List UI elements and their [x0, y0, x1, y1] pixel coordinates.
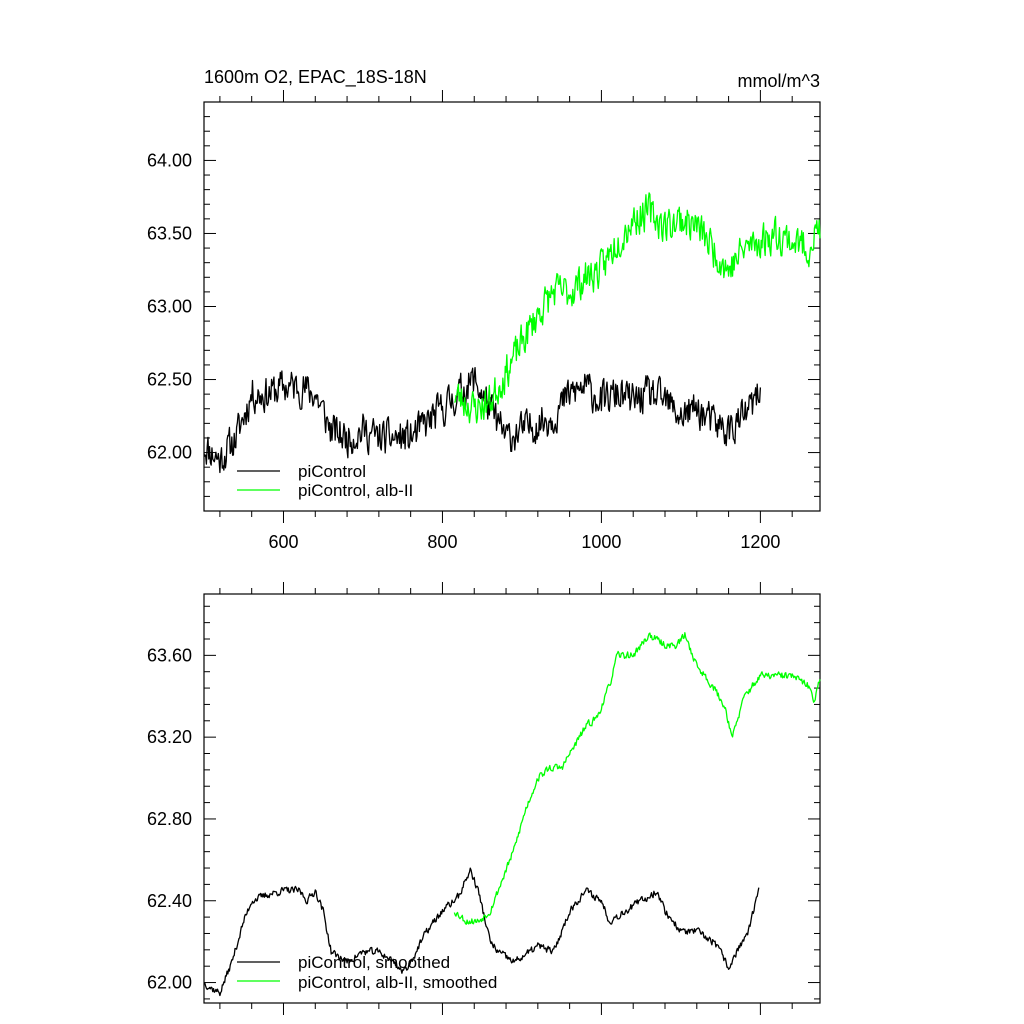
y-tick-label: 62.50	[147, 370, 192, 390]
legend-label-piControl-smoothed: piControl, smoothed	[298, 953, 450, 972]
units-label: mmol/m^3	[738, 71, 820, 91]
legend-label-piControl: piControl	[298, 462, 366, 481]
smoothed-series-panel: 62.00 62.40 62.80 63.20 63.60 piControl, smo…	[147, 582, 821, 1015]
legend: piControl, smoothed piControl, alb-II, s…	[237, 953, 497, 992]
y-tick-label: 64.00	[147, 150, 192, 170]
y-tick-label: 63.00	[147, 297, 192, 317]
y-tick-label: 62.40	[147, 891, 192, 911]
y-tick-label: 62.00	[147, 973, 192, 993]
series-line-piControl	[203, 366, 762, 474]
series-line-alb-II	[453, 632, 821, 925]
raw-series-panel: 1600m O2, EPAC_18S-18N mmol/m^3 62.0062.…	[147, 67, 821, 552]
x-tick-label: 1000	[581, 532, 621, 552]
series-lines	[203, 632, 821, 997]
legend-label-alb-II-smoothed: piControl, alb-II, smoothed	[298, 973, 497, 992]
series-line-alb-II	[454, 192, 821, 424]
series-line-piControl	[203, 867, 760, 997]
y-tick-label: 62.80	[147, 809, 192, 829]
x-tick-label: 800	[427, 532, 457, 552]
panel-title: 1600m O2, EPAC_18S-18N	[204, 67, 427, 88]
axis-ticks: 62.00 62.40 62.80 63.20 63.60	[147, 582, 820, 1015]
y-tick-label: 63.50	[147, 223, 192, 243]
legend: piControl piControl, alb-II	[237, 462, 413, 500]
legend-label-alb-II: piControl, alb-II	[298, 481, 413, 500]
plot-frame	[203, 593, 821, 1004]
x-tick-label: 600	[268, 532, 298, 552]
y-tick-label: 62.00	[147, 443, 192, 463]
y-tick-label: 63.60	[147, 645, 192, 665]
y-tick-label: 63.20	[147, 727, 192, 747]
axis-ticks: 62.00 62.50 63.00 63.50 64.00 600 800 1000 1200	[147, 90, 820, 552]
series-lines	[203, 192, 821, 474]
x-tick-label: 1200	[740, 532, 780, 552]
